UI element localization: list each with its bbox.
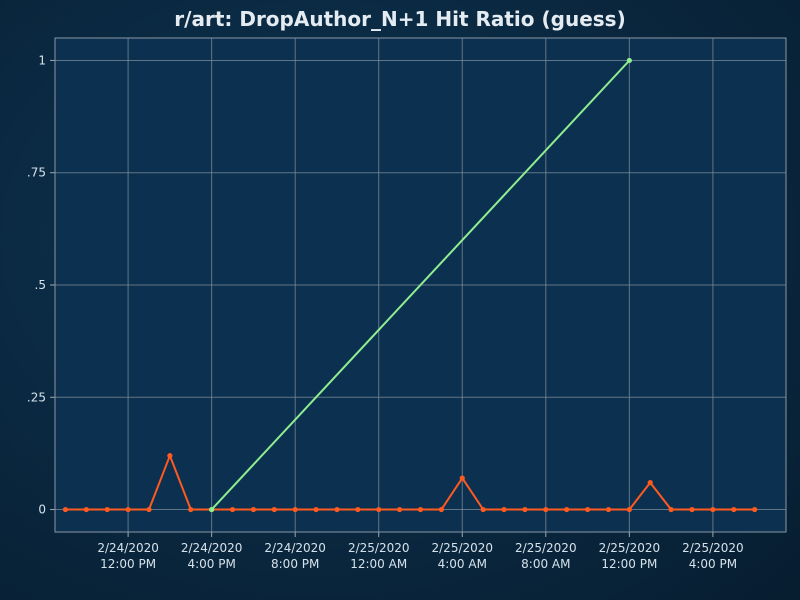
x-tick-label-time: 4:00 PM xyxy=(187,557,235,571)
data-point xyxy=(397,506,403,513)
data-point xyxy=(355,506,361,513)
data-point xyxy=(125,506,131,513)
data-point xyxy=(417,506,424,513)
series-line-1 xyxy=(210,59,631,511)
data-point xyxy=(250,506,257,513)
data-point xyxy=(752,506,758,513)
data-point xyxy=(501,506,507,513)
data-point xyxy=(459,475,465,481)
data-point xyxy=(480,506,486,513)
data-point xyxy=(209,506,215,513)
y-tick-label: 1 xyxy=(38,53,46,67)
x-tick-label-date: 2/24/2020 xyxy=(97,541,159,555)
y-tick-label: .75 xyxy=(27,166,46,180)
data-point xyxy=(564,506,570,513)
data-point xyxy=(626,57,632,64)
gridlines xyxy=(55,38,786,532)
x-tick-label-time: 12:00 AM xyxy=(350,557,407,571)
data-point xyxy=(626,506,632,513)
x-tick-label-date: 2/24/2020 xyxy=(264,541,326,555)
x-tick-label-date: 2/25/2020 xyxy=(348,541,410,555)
data-point xyxy=(146,506,152,513)
series-lines xyxy=(62,57,758,513)
data-point xyxy=(710,506,716,513)
data-point xyxy=(334,506,340,513)
data-point xyxy=(83,506,89,513)
data-point xyxy=(271,506,277,513)
series-line-0 xyxy=(65,454,755,511)
chart-title: r/art: DropAuthor_N+1 Hit Ratio (guess) xyxy=(174,7,625,31)
x-tick-label-date: 2/25/2020 xyxy=(682,541,744,555)
x-tick-label-date: 2/24/2020 xyxy=(181,541,243,555)
data-point xyxy=(292,506,298,513)
data-point xyxy=(668,506,674,513)
data-point xyxy=(605,506,612,513)
data-point xyxy=(313,506,319,513)
data-point xyxy=(731,506,737,513)
x-tick-label-date: 2/25/2020 xyxy=(599,541,661,555)
x-tick-label-date: 2/25/2020 xyxy=(515,541,577,555)
y-tick-label: .5 xyxy=(35,278,46,292)
data-point xyxy=(376,506,382,513)
data-point xyxy=(584,506,591,513)
data-point xyxy=(188,506,194,513)
data-point xyxy=(104,506,110,513)
data-point xyxy=(522,506,528,513)
x-tick-label-time: 8:00 AM xyxy=(521,557,570,571)
x-tick-label-time: 4:00 AM xyxy=(438,557,487,571)
data-point xyxy=(543,506,549,513)
x-tick-label-time: 4:00 PM xyxy=(689,557,737,571)
y-tick-label: .25 xyxy=(27,390,46,404)
data-point xyxy=(438,506,444,513)
x-tick-label-date: 2/25/2020 xyxy=(432,541,494,555)
data-point xyxy=(689,506,695,513)
x-tick-label-time: 8:00 PM xyxy=(271,557,319,571)
data-point xyxy=(62,506,69,513)
x-tick-label-time: 12:00 PM xyxy=(100,557,156,571)
x-tick-label-time: 12:00 PM xyxy=(601,557,657,571)
data-point xyxy=(167,453,173,459)
y-tick-label: 0 xyxy=(38,503,46,517)
data-point xyxy=(229,506,236,513)
data-point xyxy=(647,480,653,486)
axis-labels: 0 .25 .5 .75 1 2/24/2020 12:00 PM 2/24/2020 4:00… xyxy=(27,53,744,571)
